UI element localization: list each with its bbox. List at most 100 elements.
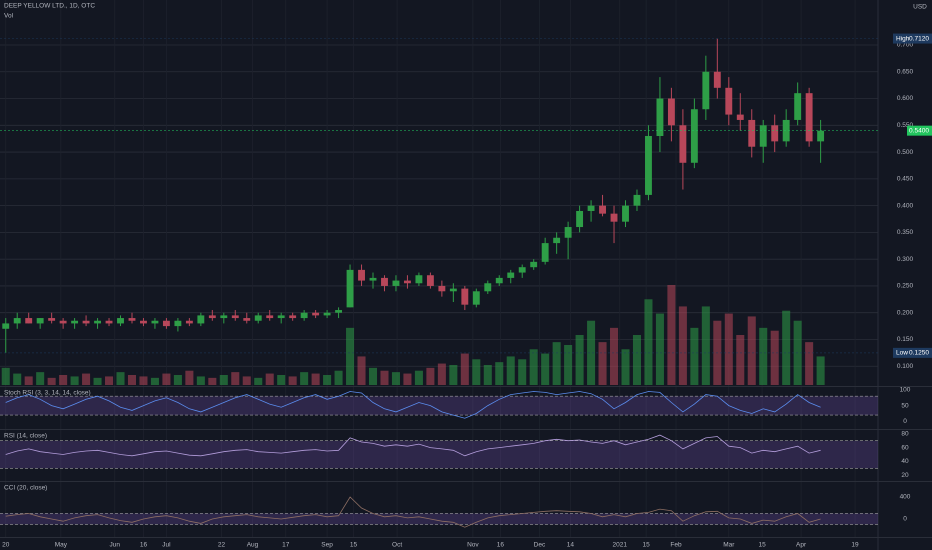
volume-bar: [334, 370, 343, 385]
volume-bar: [690, 327, 699, 385]
candle-body: [702, 71, 710, 110]
x-tick-label: 16: [497, 542, 505, 549]
candle-body: [645, 136, 652, 195]
volume-bar: [724, 313, 733, 385]
candle-body: [231, 315, 239, 319]
candle-body: [622, 205, 629, 222]
volume-bar: [219, 375, 228, 385]
x-tick-label: Aug: [247, 542, 259, 549]
volume-bar: [506, 356, 515, 385]
candle-body: [358, 269, 365, 281]
candle-body: [36, 318, 44, 324]
volume-bar: [541, 353, 550, 385]
candle-body: [162, 320, 170, 327]
x-tick-label: Apr: [796, 542, 807, 549]
candle-body: [472, 291, 480, 305]
candle-body: [518, 267, 526, 273]
volume-bar: [47, 377, 56, 385]
y-tick-label: 0.500: [897, 149, 914, 156]
currency-label: USD: [913, 4, 927, 11]
candle-body: [208, 315, 216, 319]
volume-bar: [82, 373, 91, 385]
candle-body: [541, 243, 549, 262]
y-tick-label: 100: [900, 387, 911, 394]
volume-bar: [472, 359, 481, 385]
volume-bar: [93, 377, 102, 385]
indicator-name: Stoch RSI (3, 3, 14, 14, close): [4, 390, 91, 397]
candle-body: [185, 320, 193, 324]
x-tick-label: Mar: [723, 542, 735, 549]
volume-bar: [139, 376, 148, 385]
volume-bar: [380, 370, 389, 385]
y-tick-label: 0.650: [897, 68, 914, 75]
indicator-name: RSI (14, close): [4, 433, 47, 440]
volume-bar: [24, 376, 33, 385]
y-tick-label: 0: [903, 418, 907, 425]
y-tick-label: 40: [901, 458, 909, 465]
candle-body: [771, 125, 779, 142]
volume-bar: [610, 327, 619, 385]
volume-bar: [1, 367, 10, 385]
volume-bar: [460, 353, 469, 385]
candle-body: [25, 318, 33, 324]
volume-bar: [747, 316, 756, 385]
volume-bar: [288, 376, 297, 385]
x-tick-label: Feb: [670, 542, 682, 549]
candle-body: [82, 320, 90, 324]
candle-body: [403, 280, 411, 284]
volume-bar: [173, 375, 182, 385]
indicator-line: [5, 496, 821, 528]
volume-bar: [105, 376, 114, 385]
x-tick-label: 15: [643, 542, 651, 549]
volume-bar: [150, 377, 159, 385]
candle-body: [117, 318, 124, 324]
y-tick-label: 0.200: [897, 309, 914, 316]
band-fill: [0, 396, 878, 416]
candle-body: [243, 318, 251, 321]
y-tick-label: 20: [901, 472, 909, 479]
y-tick-label: 0.250: [897, 283, 914, 290]
candle-body: [59, 320, 67, 324]
y-tick-label: 80: [901, 430, 909, 437]
volume-bar: [368, 367, 378, 385]
low-label: 0.1250: [909, 350, 929, 357]
chart-title: DEEP YELLOW LTD., 1D, OTC: [4, 3, 95, 10]
candle-body: [128, 318, 136, 321]
y-tick-label: 0.700: [897, 42, 914, 49]
candle-body: [426, 275, 434, 286]
volume-bar: [632, 335, 641, 385]
volume-bar: [265, 373, 274, 385]
volume-bar: [391, 372, 400, 385]
volume-bar: [678, 306, 687, 385]
x-tick-label: Sep: [321, 542, 333, 549]
candle-body: [713, 71, 721, 88]
x-tick-label: Oct: [392, 542, 402, 549]
volume-bar: [70, 376, 79, 385]
volume-bar: [162, 373, 171, 385]
x-tick-label: 16: [140, 542, 148, 549]
x-tick-label: Jun: [110, 542, 121, 549]
candle-body: [197, 315, 205, 324]
candle-body: [564, 227, 572, 238]
candle-body: [174, 320, 182, 327]
volume-bar: [518, 359, 527, 385]
volume-bar: [254, 377, 263, 385]
candle-body: [553, 237, 561, 244]
volume-bar: [185, 370, 194, 385]
y-tick-label: 0.400: [897, 202, 914, 209]
candle-body: [151, 320, 159, 324]
volume-bar: [196, 376, 205, 385]
x-tick-label: 14: [567, 542, 575, 549]
candle-body: [2, 323, 10, 329]
high-name: High: [896, 35, 910, 42]
candle-body: [817, 130, 825, 142]
candle-body: [48, 318, 56, 321]
candle-body: [140, 320, 147, 324]
volume-bar: [311, 373, 320, 385]
volume-bar: [231, 372, 240, 385]
candle-body: [587, 205, 595, 211]
volume-bar: [437, 363, 446, 385]
candle-body: [105, 320, 113, 324]
